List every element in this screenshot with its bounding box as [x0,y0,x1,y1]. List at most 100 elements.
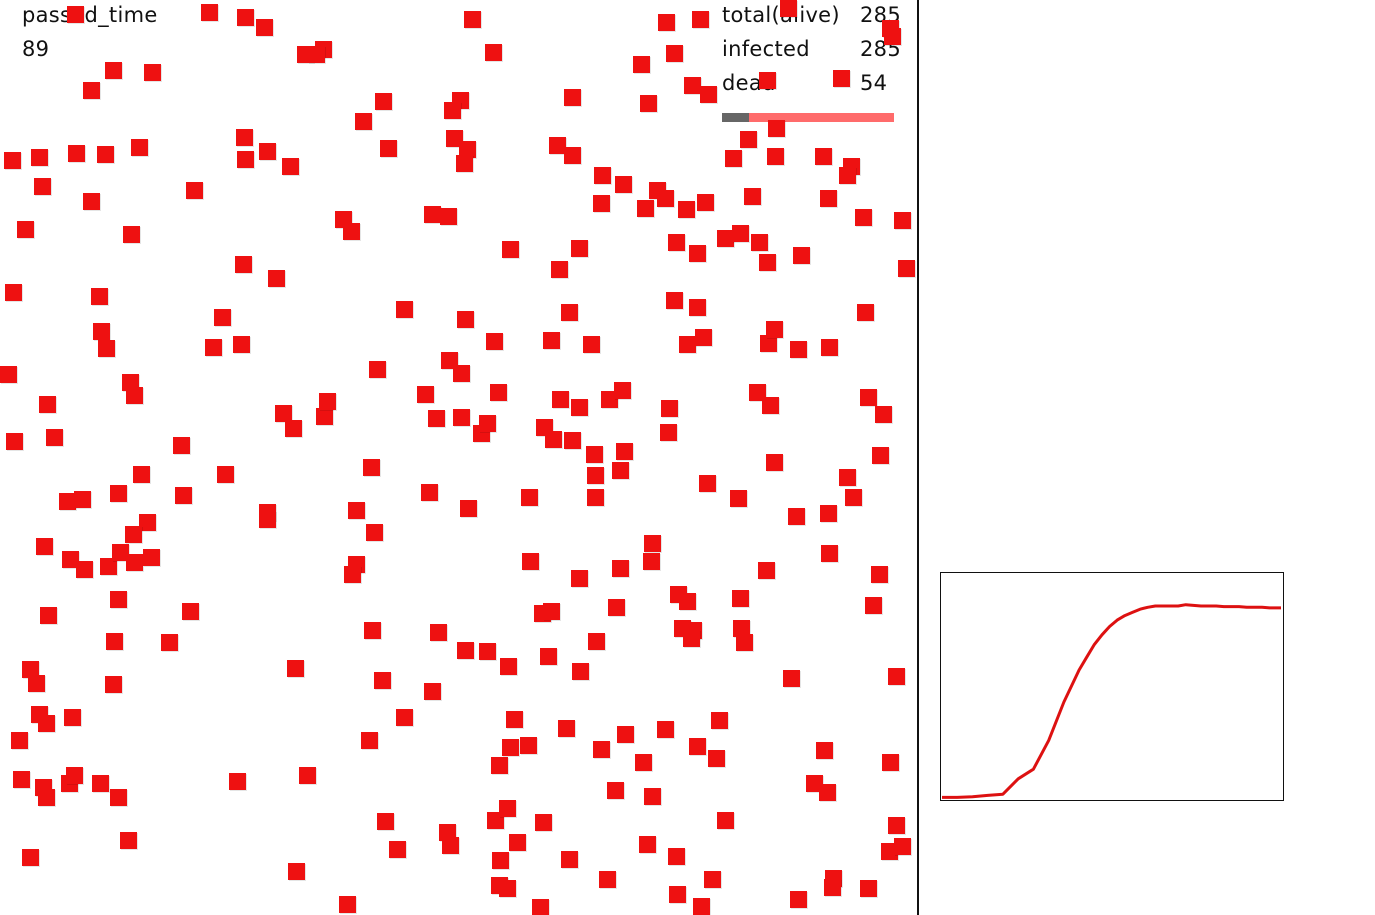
infected-agent [439,824,456,841]
infected-agent [689,738,706,755]
infected-agent [821,339,838,356]
infected-agent [586,446,603,463]
infected-agent [520,737,537,754]
infected-agent [587,489,604,506]
infected-agent [689,245,706,262]
infected-label: infected [722,37,810,61]
infected-agent [599,871,616,888]
infected-agent [572,663,589,680]
infected-agent [669,886,686,903]
infected-agent [236,129,253,146]
infected-agent [40,607,57,624]
infected-agent [564,89,581,106]
infected-agent [689,299,706,316]
infected-agent [22,849,39,866]
infected-agent [521,489,538,506]
infected-agent [666,45,683,62]
infected-agent [760,335,777,352]
infected-agent [459,141,476,158]
infected-agent [486,333,503,350]
infected-agent [288,863,305,880]
infected-agent [126,554,143,571]
infected-agent [816,742,833,759]
infected-agent [377,813,394,830]
infected-agent [499,880,516,897]
infected-agent [766,454,783,471]
infected-agent [98,340,115,357]
infected-agent [182,603,199,620]
population-status-bar [722,113,894,122]
infected-agent [205,339,222,356]
infected-agent [545,431,562,448]
infected-agent [522,553,539,570]
infected-agent [860,389,877,406]
passed-time-value: 89 [22,37,50,61]
infected-agent [661,400,678,417]
infected-agent [506,711,523,728]
infected-agent [700,86,717,103]
infected-agent [233,336,250,353]
infected-agent [617,726,634,743]
infected-agent [872,447,889,464]
infected-agent [67,6,84,23]
infected-agent [855,209,872,226]
infected-agent [91,288,108,305]
infected-agent [13,771,30,788]
infected-agent [83,193,100,210]
infected-agent [285,420,302,437]
infected-agent [759,72,776,89]
infected-agent [857,304,874,321]
infected-agent [4,152,21,169]
infected-agent [0,366,17,383]
infected-agent [587,467,604,484]
infected-agent [766,321,783,338]
infected-agent [143,549,160,566]
infection-chart [940,572,1284,801]
infected-agent [725,150,742,167]
infected-agent [666,292,683,309]
infected-agent [717,230,734,247]
infected-agent [612,560,629,577]
infected-agent [692,11,709,28]
infected-agent [6,433,23,450]
infected-agent [845,489,862,506]
infected-agent [126,387,143,404]
infected-agent [708,750,725,767]
infected-agent [491,757,508,774]
infected-agent [658,14,675,31]
population-status-bar-dead-fill [722,113,750,122]
infected-agent [697,194,714,211]
infected-agent [509,834,526,851]
infected-agent [594,167,611,184]
infected-agent [894,212,911,229]
infected-agent [815,148,832,165]
infected-agent [110,485,127,502]
infected-agent [551,261,568,278]
infected-agent [865,597,882,614]
infected-agent [259,143,276,160]
infected-agent [499,800,516,817]
infected-agent [564,432,581,449]
infected-agent [457,642,474,659]
infected-agent [74,491,91,508]
infected-agent [732,590,749,607]
infected-agent [38,789,55,806]
infected-agent [881,843,898,860]
infected-agent [355,113,372,130]
infected-agent [601,391,618,408]
infected-agent [657,721,674,738]
infected-agent [375,93,392,110]
infected-agent [133,466,150,483]
infected-agent [492,852,509,869]
infected-agent [744,188,761,205]
infected-agent [821,545,838,562]
infected-agent [824,879,841,896]
infected-agent [396,301,413,318]
infected-agent [417,386,434,403]
infected-agent [502,739,519,756]
infected-agent [767,148,784,165]
infected-agent [558,720,575,737]
infected-agent [175,487,192,504]
infected-agent [17,221,34,238]
infected-agent [898,260,915,277]
